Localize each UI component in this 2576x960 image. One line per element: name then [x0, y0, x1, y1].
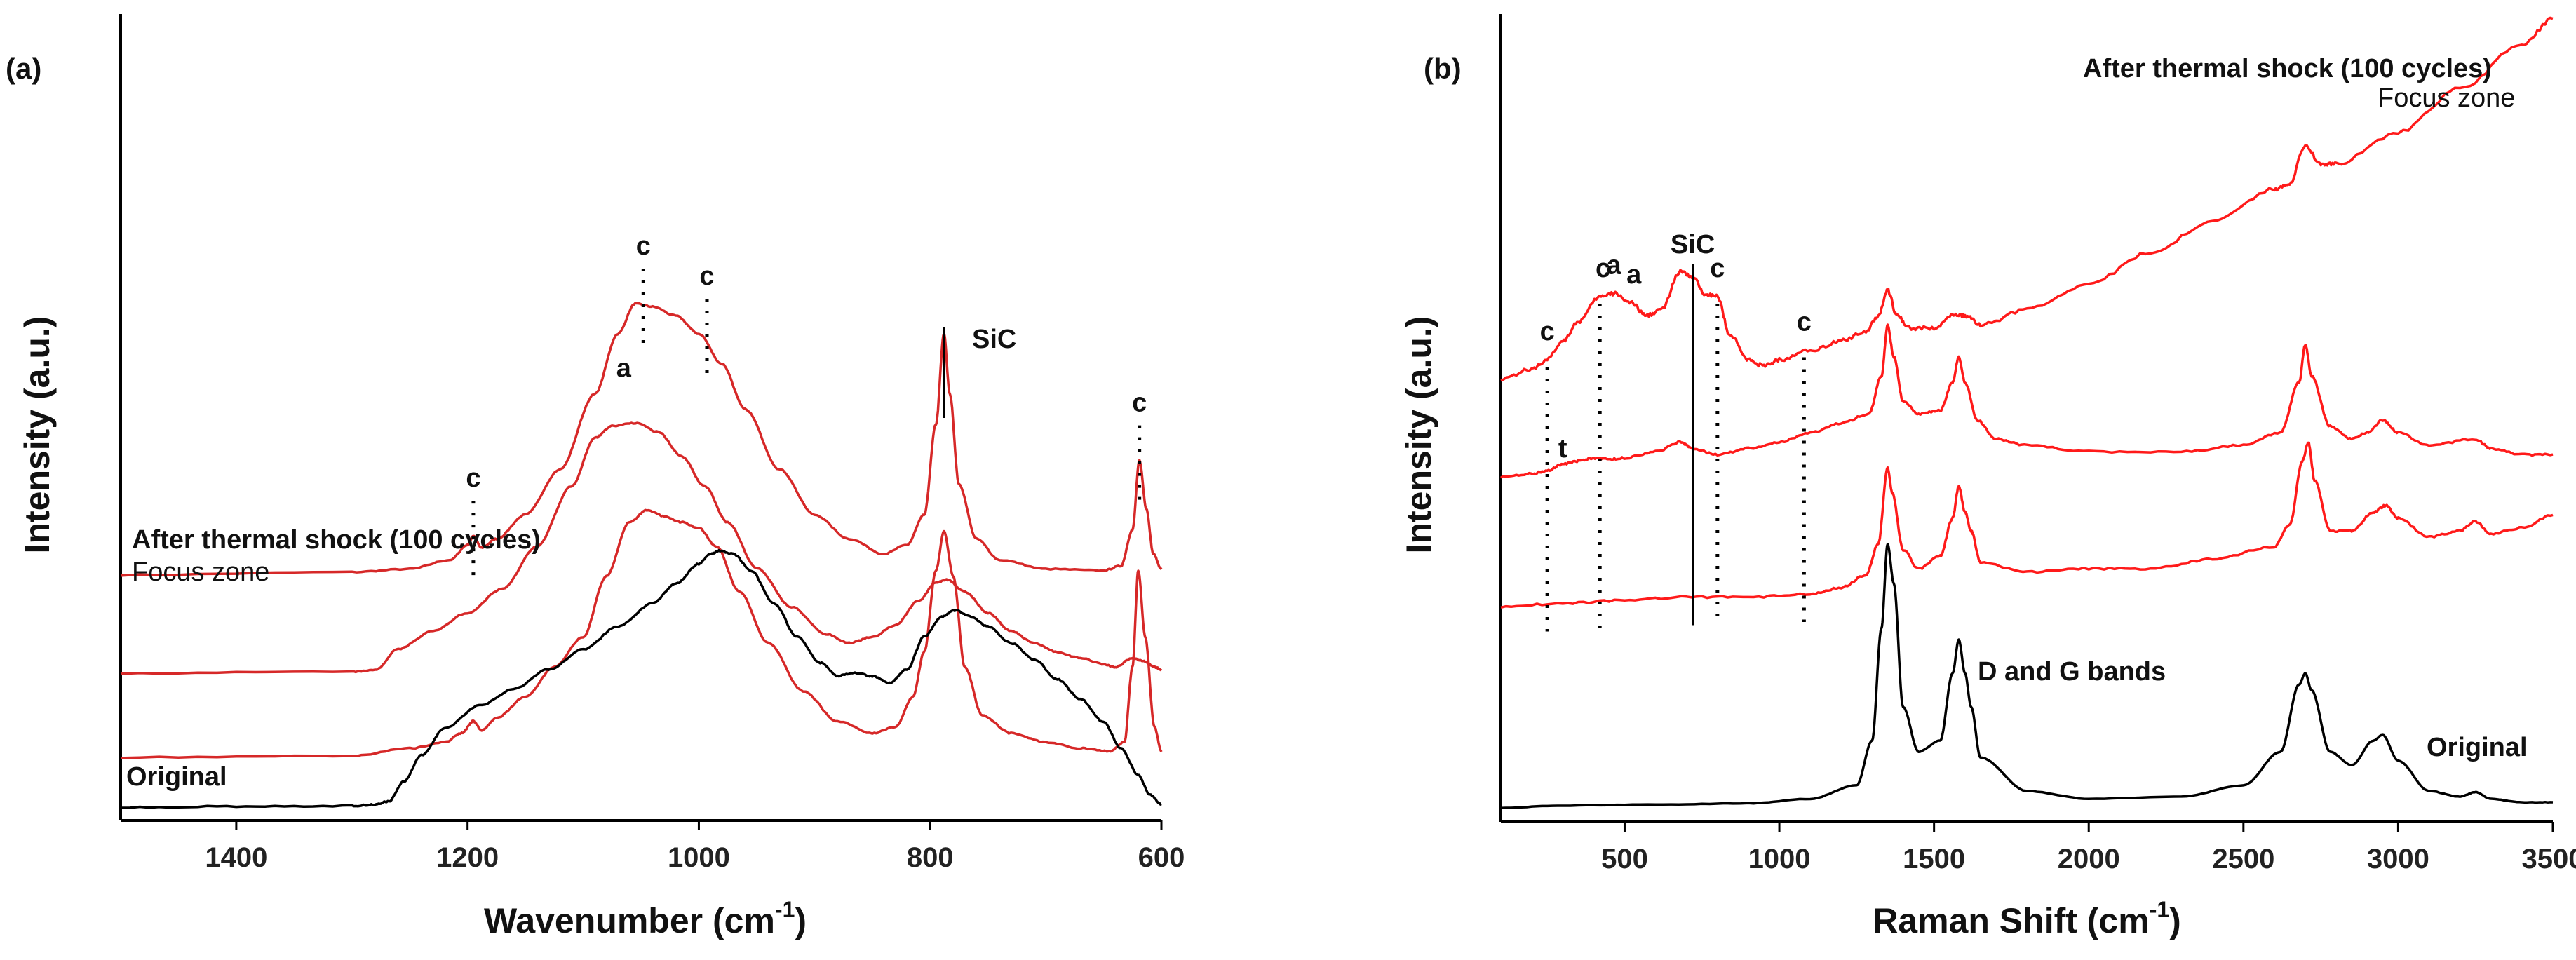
panel-b-zone-label: Focus zone — [2378, 83, 2515, 113]
panel-b-x-ticks: 500 1000 1500 2000 2500 3000 3500 — [1601, 822, 2576, 874]
panel-a-x-tick-label: 800 — [907, 842, 954, 873]
panel-a-x-tick-label: 1000 — [668, 842, 730, 873]
panel-b-bands-label: D and G bands — [1978, 657, 2166, 687]
panel-a-series-4-line — [120, 548, 1162, 809]
panel-b-x-tick-label: 2000 — [2058, 844, 2120, 874]
panel-b-x-tick-label: 3000 — [2367, 844, 2429, 874]
panel-b-series-2-line — [1500, 323, 2554, 479]
panel-b-marker-label: c — [1710, 254, 1725, 283]
panel-b: (b) 500100015002000250030003500 ctcaaSiC… — [1399, 14, 2576, 940]
panel-a-series-1-line — [120, 302, 1163, 577]
panel-a-condition-label: After thermal shock (100 cycles) — [132, 525, 541, 555]
panel-b-y-axis-title: Intensity (a.u.) — [1399, 316, 1438, 554]
panel-a-x-ticks: 1400 1200 1000 800 600 — [205, 820, 1185, 873]
panel-b-marker-label: c — [1540, 317, 1555, 346]
panel-b-series-3-line — [1500, 441, 2554, 609]
panel-a-marker-label: c — [636, 231, 651, 261]
panel-b-series-1-line — [1500, 16, 2554, 382]
panel-a-marker-label: SiC — [972, 325, 1016, 354]
panel-b-x-tick-label: 1500 — [1903, 844, 1965, 874]
panel-b-marker-label: a — [1606, 251, 1621, 280]
panel-a-label: (a) — [6, 52, 41, 85]
panel-a-series — [120, 302, 1163, 809]
panel-a-series-2-line — [120, 421, 1163, 675]
panel-b-x-tick-label: 3500 — [2522, 844, 2576, 874]
panel-b-condition-label: After thermal shock (100 cycles) — [2083, 54, 2492, 83]
panel-a-zone-label: Focus zone — [132, 557, 269, 587]
panel-a-marker-label: c — [466, 464, 480, 493]
panel-b-x-tick-label: 500 — [1601, 844, 1648, 874]
panel-a-marker-label: a — [616, 353, 632, 383]
panel-a-peak-markers: c a c c SiC c — [466, 231, 1147, 579]
panel-b-marker-label: SiC — [1671, 230, 1715, 259]
panel-b-marker-label: c — [1797, 308, 1812, 337]
panel-b-series-4-line — [1500, 543, 2554, 810]
panel-b-x-axis-title: Raman Shift (cm-1) — [1873, 897, 2181, 940]
panel-a-x-axis-title: Wavenumber (cm-1) — [484, 897, 807, 940]
panel-b-original-label: Original — [2427, 733, 2528, 762]
panel-a-y-axis-title: Intensity (a.u.) — [18, 316, 57, 554]
panel-b-marker-label: c — [1596, 254, 1610, 283]
panel-a: (a) 1400 1200 1000 800 600 c a c c SiC c Intensit… — [6, 14, 1185, 940]
panel-a-marker-label: c — [699, 262, 714, 291]
panel-b-series — [1500, 16, 2554, 810]
panel-b-x-tick-label: 1000 — [1748, 844, 1811, 874]
panel-b-marker-label: t — [1558, 434, 1567, 464]
panel-a-original-label: Original — [126, 762, 227, 792]
panel-a-marker-label: c — [1132, 388, 1147, 418]
panel-b-x-tick-label: 2500 — [2212, 844, 2274, 874]
panel-a-series-3-line — [120, 508, 1163, 759]
panel-a-x-tick-label: 600 — [1138, 842, 1185, 873]
panel-b-marker-label: a — [1626, 260, 1642, 290]
panel-b-label: (b) — [1424, 52, 1462, 85]
panel-a-x-tick-label: 1200 — [436, 842, 499, 873]
panel-a-x-tick-label: 1400 — [205, 842, 267, 873]
